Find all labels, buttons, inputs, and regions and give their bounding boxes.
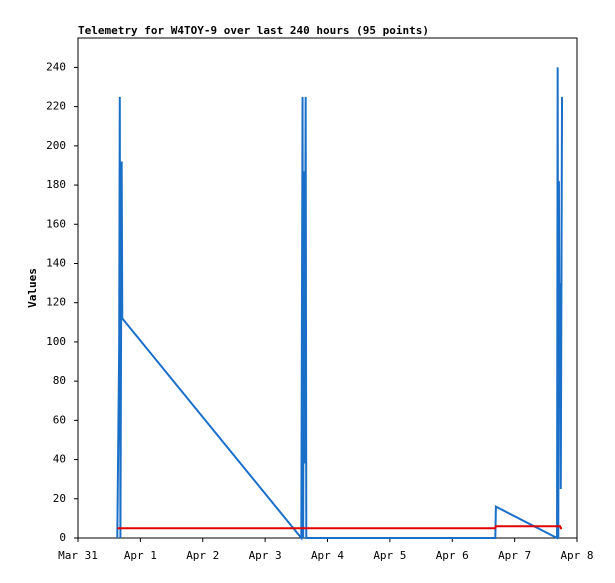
y-tick-label: 100	[46, 335, 66, 348]
y-tick-label: 180	[46, 178, 66, 191]
chart-title: Telemetry for W4TOY-9 over last 240 hour…	[78, 24, 429, 37]
y-tick-label: 220	[46, 100, 66, 113]
y-tick-label: 0	[59, 531, 66, 544]
x-tick-label: Mar 31	[58, 549, 98, 562]
y-tick-label: 120	[46, 296, 66, 309]
y-tick-label: 20	[53, 492, 66, 505]
y-tick-label: 60	[53, 413, 66, 426]
y-axis-label: Values	[26, 268, 39, 308]
x-tick-label: Apr 6	[436, 549, 469, 562]
y-tick-label: 240	[46, 60, 66, 73]
y-tick-label: 160	[46, 217, 66, 230]
x-tick-label: Apr 1	[124, 549, 157, 562]
y-tick-label: 80	[53, 374, 66, 387]
x-tick-label: Apr 3	[249, 549, 282, 562]
x-tick-label: Apr 7	[498, 549, 531, 562]
series-line	[116, 67, 564, 541]
x-tick-label: Apr 4	[311, 549, 344, 562]
series-line	[117, 525, 563, 530]
x-tick-label: Apr 2	[186, 549, 219, 562]
y-tick-label: 140	[46, 256, 66, 269]
y-tick-label: 40	[53, 453, 66, 466]
x-tick-label: Apr 8	[560, 549, 593, 562]
x-tick-label: Apr 5	[373, 549, 406, 562]
y-tick-label: 200	[46, 139, 66, 152]
